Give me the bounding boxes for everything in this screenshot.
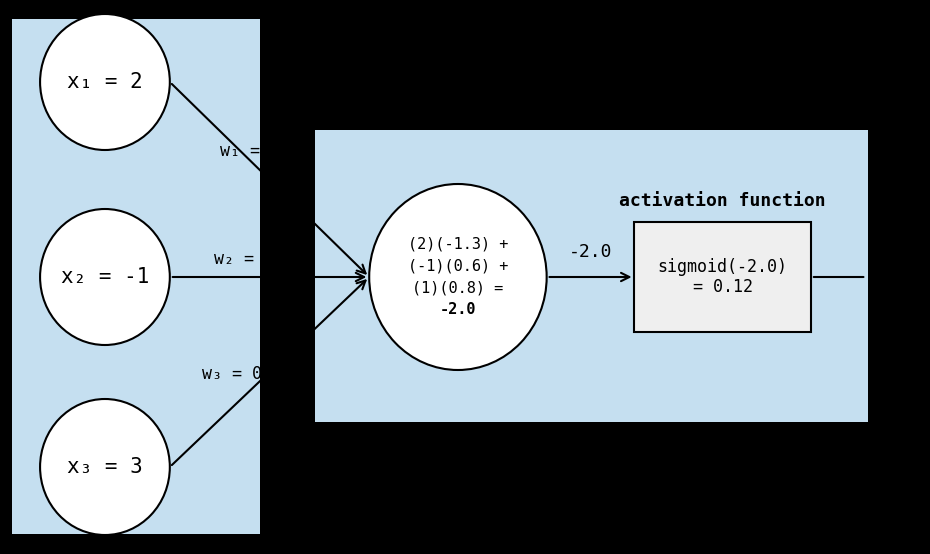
Bar: [315, 130, 869, 422]
Text: sigmoid(-2.0)
= 0.12: sigmoid(-2.0) = 0.12: [658, 258, 788, 296]
Text: (2)(-1.3) +: (2)(-1.3) +: [407, 237, 508, 252]
Text: (-1)(0.6) +: (-1)(0.6) +: [407, 259, 508, 274]
Text: 0.12: 0.12: [878, 267, 928, 287]
Circle shape: [40, 14, 170, 150]
Text: x₂ = -1: x₂ = -1: [60, 267, 149, 287]
Bar: [634, 222, 811, 332]
Bar: [12, 19, 260, 534]
Text: -2.0: -2.0: [569, 243, 612, 261]
Text: -2.0: -2.0: [440, 302, 476, 317]
Text: w₃ = 0.4: w₃ = 0.4: [202, 365, 282, 383]
Circle shape: [40, 399, 170, 535]
Text: w₂ = 0.6: w₂ = 0.6: [214, 250, 294, 268]
Text: (1)(0.8) =: (1)(0.8) =: [412, 280, 503, 295]
Text: x₁ = 2: x₁ = 2: [67, 72, 143, 92]
Text: activation function: activation function: [619, 192, 826, 210]
Text: w₁ = -1.3: w₁ = -1.3: [220, 142, 311, 160]
Text: x₃ = 3: x₃ = 3: [67, 457, 143, 477]
Circle shape: [369, 184, 547, 370]
Circle shape: [40, 209, 170, 345]
